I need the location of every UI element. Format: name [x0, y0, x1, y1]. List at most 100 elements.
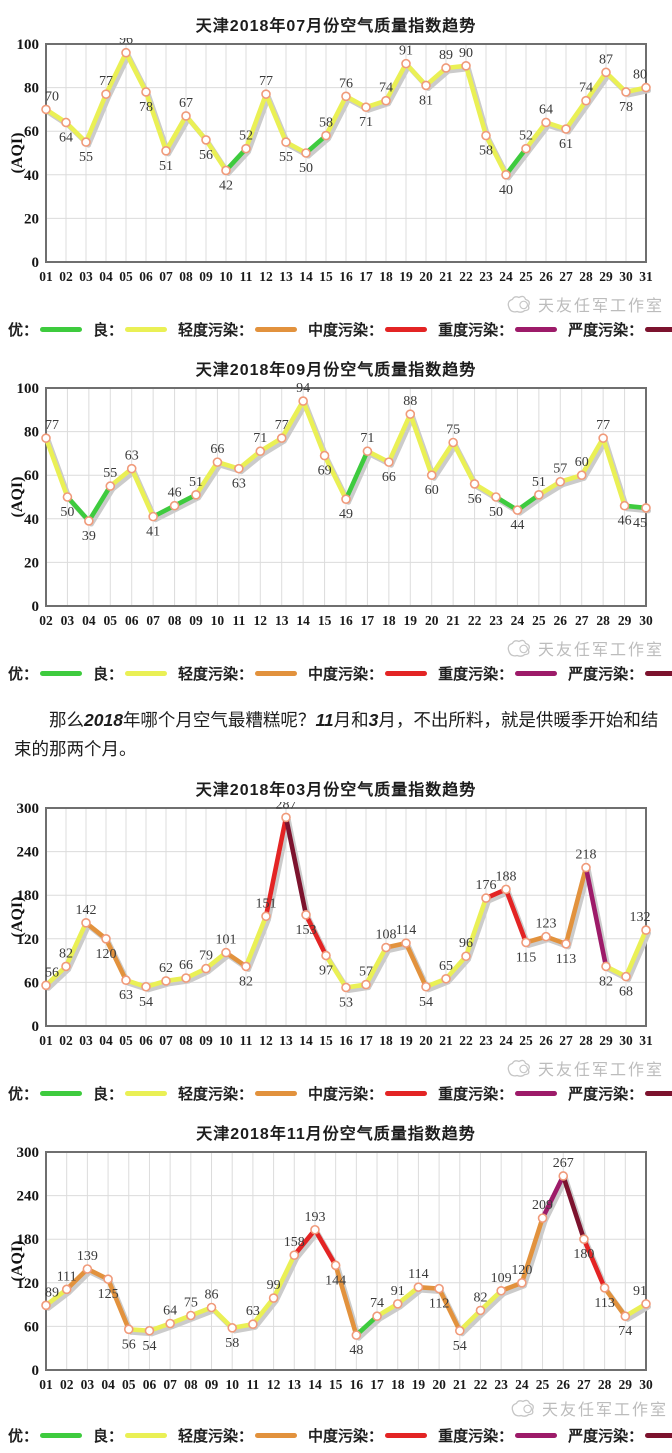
legend-item: 严度污染：: [568, 319, 672, 340]
series-shadow: [506, 149, 531, 181]
data-point: [579, 1234, 589, 1244]
series-segment: [443, 953, 469, 981]
data-point: [141, 87, 151, 97]
series-segment: [103, 50, 129, 97]
data-label: 75: [446, 423, 460, 438]
data-label: 51: [159, 159, 173, 174]
data-label: 82: [59, 946, 73, 961]
x-tick-label: 04: [99, 269, 113, 284]
x-tick-label: 20: [432, 1377, 446, 1392]
data-point: [361, 979, 371, 990]
data-point: [201, 135, 211, 145]
x-tick-label: 08: [179, 269, 193, 284]
y-tick-label: 20: [24, 555, 39, 571]
legend-swatch: [515, 1432, 558, 1438]
article-page: 天津2018年07月份空气质量指数趋势 0 20 40 60 80 100 (AQI) 01 0…: [0, 12, 672, 1448]
legend-swatch: [40, 1090, 83, 1096]
data-label: 63: [125, 449, 139, 464]
data-label: 188: [496, 869, 517, 884]
series-segment: [65, 494, 92, 524]
series-segment: [193, 459, 220, 498]
series-shadow: [88, 486, 116, 527]
x-tick-label: 16: [350, 1377, 364, 1392]
x-tick-label: 14: [299, 269, 313, 284]
series-shadow: [294, 1230, 320, 1261]
legend-label: 良：: [93, 1085, 124, 1103]
x-tick-label: 21: [453, 1377, 467, 1392]
data-label: 218: [576, 847, 597, 862]
aqi-legend: 优： 良： 轻度污染： 中度污染： 重度污染： 严度污染：: [8, 663, 672, 684]
data-label: 54: [142, 1339, 156, 1354]
data-label: 53: [339, 995, 353, 1010]
y-tick-label: 0: [32, 599, 40, 615]
x-tick-label: 05: [119, 269, 133, 284]
y-tick-label: 120: [17, 932, 40, 948]
x-tick-label: 24: [499, 269, 513, 284]
series-shadow: [542, 1176, 569, 1224]
x-tick-label: 21: [439, 1033, 453, 1048]
series-shadow: [153, 506, 180, 523]
data-point: [161, 975, 171, 986]
data-point: [619, 500, 630, 511]
data-label: 61: [559, 137, 573, 152]
series-segment: [86, 483, 113, 524]
legend-swatch: [40, 671, 83, 676]
x-tick-label: 04: [99, 1033, 113, 1048]
series-segment: [312, 1227, 338, 1268]
x-tick-label: 15: [318, 613, 332, 628]
data-label: 91: [633, 1284, 647, 1299]
series-segment: [563, 865, 589, 946]
data-point: [581, 95, 591, 106]
series-shadow: [106, 53, 131, 100]
data-label: 94: [296, 382, 310, 396]
data-label: 82: [239, 974, 253, 989]
legend-label: 中度污染：: [308, 322, 384, 339]
series-segment: [43, 435, 70, 500]
legend-swatch: [515, 327, 558, 332]
legend-item: 中度污染：: [308, 663, 438, 684]
series-shadow: [46, 966, 71, 991]
watermark-text: 天友任军工作室: [537, 298, 664, 315]
x-tick-label: 15: [319, 1033, 333, 1048]
series-segment: [223, 146, 249, 173]
data-label: 48: [349, 1343, 363, 1358]
series-segment: [263, 91, 289, 145]
data-label: 52: [519, 129, 533, 144]
series-shadow: [326, 96, 351, 142]
series-segment: [250, 1295, 276, 1327]
legend-item: 优：: [8, 319, 93, 340]
data-label: 56: [45, 965, 59, 980]
data-label: 115: [516, 950, 536, 965]
x-tick-label: 09: [199, 1033, 213, 1048]
data-label: 64: [163, 1303, 177, 1318]
data-label: 66: [179, 958, 193, 973]
data-label: 108: [376, 927, 397, 942]
legend-swatch: [645, 1090, 672, 1096]
data-point: [381, 942, 391, 953]
data-point: [454, 1325, 465, 1336]
data-point: [405, 409, 416, 419]
data-label: 68: [619, 984, 633, 999]
paragraph-text: 年哪个月空气最糟糕呢？: [122, 710, 316, 730]
x-tick-label: 14: [308, 1377, 322, 1392]
data-label: 79: [199, 948, 213, 963]
y-tick-label: 60: [24, 124, 39, 140]
data-label: 71: [359, 115, 373, 130]
x-tick-label: 18: [382, 613, 396, 628]
data-point: [241, 143, 251, 154]
x-tick-label: 10: [225, 1377, 239, 1392]
x-tick-label: 09: [189, 613, 203, 628]
legend-label: 严度污染：: [568, 322, 644, 339]
series-segment: [579, 435, 606, 478]
x-tick-label: 08: [179, 1033, 193, 1048]
data-point: [441, 63, 451, 73]
y-tick-label: 0: [32, 255, 40, 271]
data-label: 74: [579, 81, 593, 96]
data-label: 123: [536, 916, 557, 931]
data-label: 77: [259, 74, 273, 89]
series-shadow: [377, 1304, 403, 1322]
x-tick-label: 07: [146, 613, 160, 628]
x-tick-label: 29: [618, 613, 632, 628]
legend-item: 严度污染：: [568, 1425, 672, 1446]
watermark-text: 天友任军工作室: [537, 642, 664, 659]
